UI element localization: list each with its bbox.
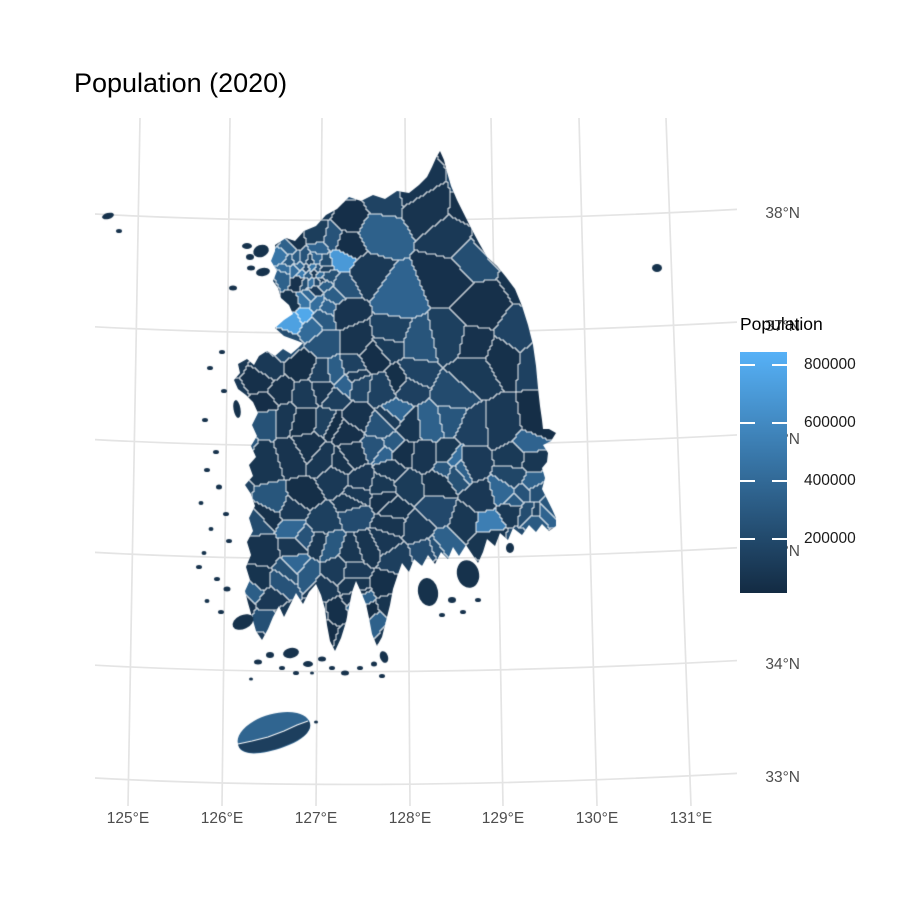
y-tick-label: 34°N <box>765 656 800 674</box>
legend-tick-mark <box>740 421 755 424</box>
legend-tick-mark <box>740 537 755 540</box>
legend-tick-label: 200000 <box>804 529 856 547</box>
legend-tick-label: 800000 <box>804 356 856 374</box>
x-tick-label: 126°E <box>200 810 244 827</box>
x-tick-label: 125°E <box>106 810 150 827</box>
legend-tick-label: 400000 <box>804 471 856 489</box>
legend-tick-mark <box>772 537 787 540</box>
legend-tick-mark <box>772 479 787 482</box>
legend-tick-label: 600000 <box>804 413 856 431</box>
x-tick-label: 128°E <box>388 810 432 827</box>
legend: Population 800000 600000 400000 200000 <box>740 314 890 593</box>
legend-tick-mark <box>772 421 787 424</box>
x-tick-label: 127°E <box>294 810 338 827</box>
legend-title: Population <box>740 314 823 334</box>
x-tick-label: 129°E <box>481 810 525 827</box>
x-tick-label: 131°E <box>669 810 713 827</box>
y-tick-label: 37°N <box>765 317 800 335</box>
legend-tick-mark <box>740 479 755 482</box>
y-tick-label: 38°N <box>765 205 800 222</box>
y-tick-label: 33°N <box>765 769 800 786</box>
x-tick-label: 130°E <box>575 810 619 827</box>
legend-colorbar <box>740 352 787 593</box>
plot-title: Population (2020) <box>74 68 288 98</box>
legend-tick-mark <box>772 364 787 367</box>
legend-tick-mark <box>740 364 755 367</box>
